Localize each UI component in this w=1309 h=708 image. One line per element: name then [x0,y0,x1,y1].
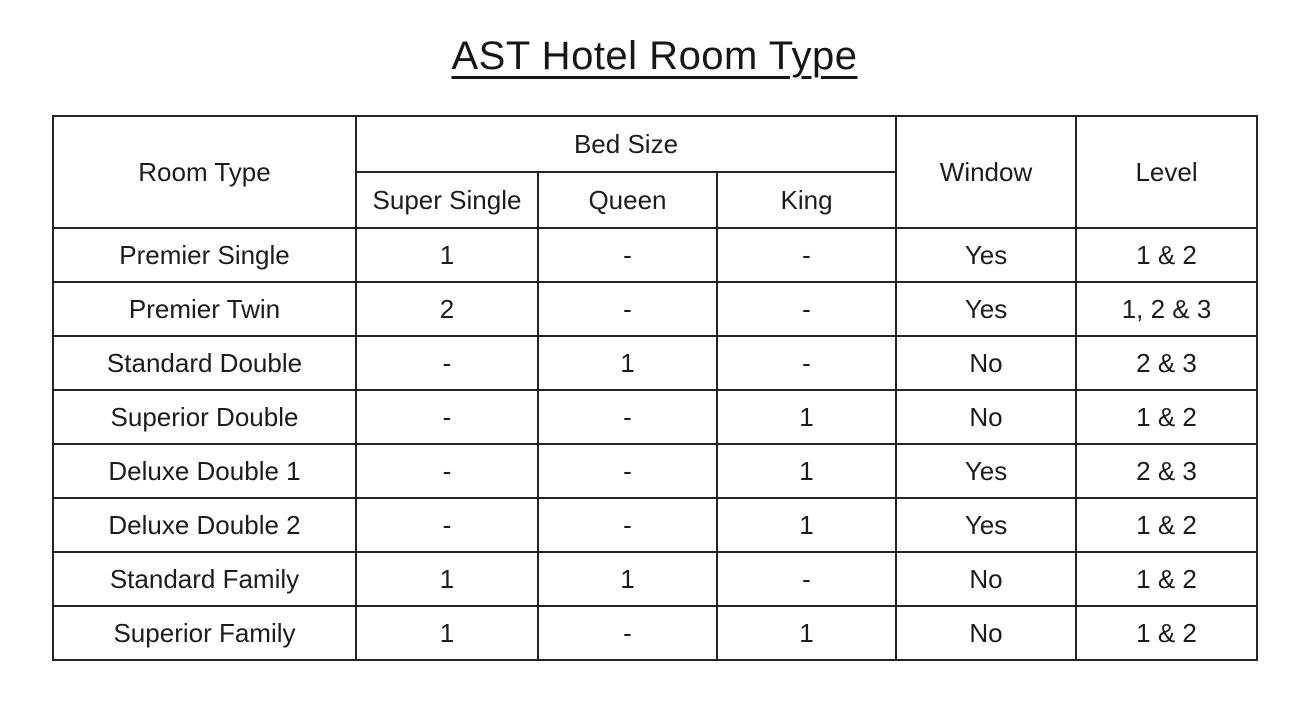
cell-level: 1 & 2 [1075,551,1259,607]
cell-level: 1 & 2 [1075,497,1259,553]
cell-king: - [715,281,898,337]
table-row: Standard Family 1 1 - No 1 & 2 [52,551,1259,607]
cell-super-single: - [355,443,539,499]
cell-super-single: 1 [355,551,539,607]
cell-king: - [715,551,898,607]
table-row: Standard Double - 1 - No 2 & 3 [52,335,1259,391]
header-queen: Queen [537,171,718,229]
cell-super-single: - [355,335,539,391]
cell-level: 2 & 3 [1075,443,1259,499]
cell-window: Yes [895,281,1078,337]
header-row-group: Room Type Bed Size Window Level [52,115,1259,229]
cell-queen: - [537,497,718,553]
table-row: Deluxe Double 1 - - 1 Yes 2 & 3 [52,443,1259,499]
table-body: Premier Single 1 - - Yes 1 & 2 Premier T… [52,227,1259,661]
cell-king: 1 [715,605,898,661]
cell-room-type: Premier Twin [52,281,357,337]
cell-queen: - [537,389,718,445]
cell-window: Yes [895,443,1078,499]
cell-queen: - [537,605,718,661]
table-row: Superior Double - - 1 No 1 & 2 [52,389,1259,445]
cell-level: 2 & 3 [1075,335,1259,391]
cell-room-type: Deluxe Double 2 [52,497,357,553]
cell-room-type: Superior Family [52,605,357,661]
header-row-bed-sizes: Super Single Queen King [53,171,1257,229]
cell-level: 1 & 2 [1075,605,1259,661]
table-row: Premier Single 1 - - Yes 1 & 2 [52,227,1259,283]
cell-window: No [895,335,1078,391]
cell-room-type: Deluxe Double 1 [52,443,357,499]
cell-king: 1 [715,389,898,445]
header-bed-size-group: Bed Size [354,115,898,173]
header-room-type: Room Type [52,115,357,229]
header-super-single: Super Single [355,171,539,229]
cell-queen: - [537,443,718,499]
cell-king: 1 [715,497,898,553]
cell-window: No [895,389,1078,445]
cell-level: 1 & 2 [1075,389,1259,445]
cell-super-single: 1 [355,227,539,283]
cell-window: Yes [895,227,1078,283]
header-king: King [715,171,898,229]
cell-king: - [715,335,898,391]
cell-super-single: 2 [355,281,539,337]
cell-room-type: Premier Single [52,227,357,283]
cell-king: - [715,227,898,283]
table-header: Room Type Bed Size Window Level Super Si… [52,115,1259,229]
cell-super-single: - [355,389,539,445]
table-row: Superior Family 1 - 1 No 1 & 2 [52,605,1259,661]
cell-window: No [895,551,1078,607]
cell-super-single: - [355,497,539,553]
cell-super-single: 1 [355,605,539,661]
cell-level: 1 & 2 [1075,227,1259,283]
cell-queen: 1 [537,551,718,607]
cell-window: No [895,605,1078,661]
cell-room-type: Superior Double [52,389,357,445]
cell-queen: - [537,227,718,283]
header-level: Level [1075,115,1259,229]
cell-level: 1, 2 & 3 [1075,281,1259,337]
table-row: Deluxe Double 2 - - 1 Yes 1 & 2 [52,497,1259,553]
cell-room-type: Standard Double [52,335,357,391]
cell-queen: 1 [537,335,718,391]
table-row: Premier Twin 2 - - Yes 1, 2 & 3 [52,281,1259,337]
room-type-table: Room Type Bed Size Window Level Super Si… [52,115,1259,661]
cell-room-type: Standard Family [52,551,357,607]
cell-window: Yes [895,497,1078,553]
header-window: Window [895,115,1078,229]
cell-king: 1 [715,443,898,499]
cell-queen: - [537,281,718,337]
page-title: AST Hotel Room Type [451,34,858,78]
